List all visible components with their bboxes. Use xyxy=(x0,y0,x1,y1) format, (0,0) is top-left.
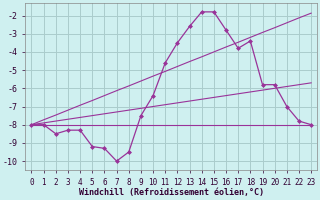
X-axis label: Windchill (Refroidissement éolien,°C): Windchill (Refroidissement éolien,°C) xyxy=(79,188,264,197)
